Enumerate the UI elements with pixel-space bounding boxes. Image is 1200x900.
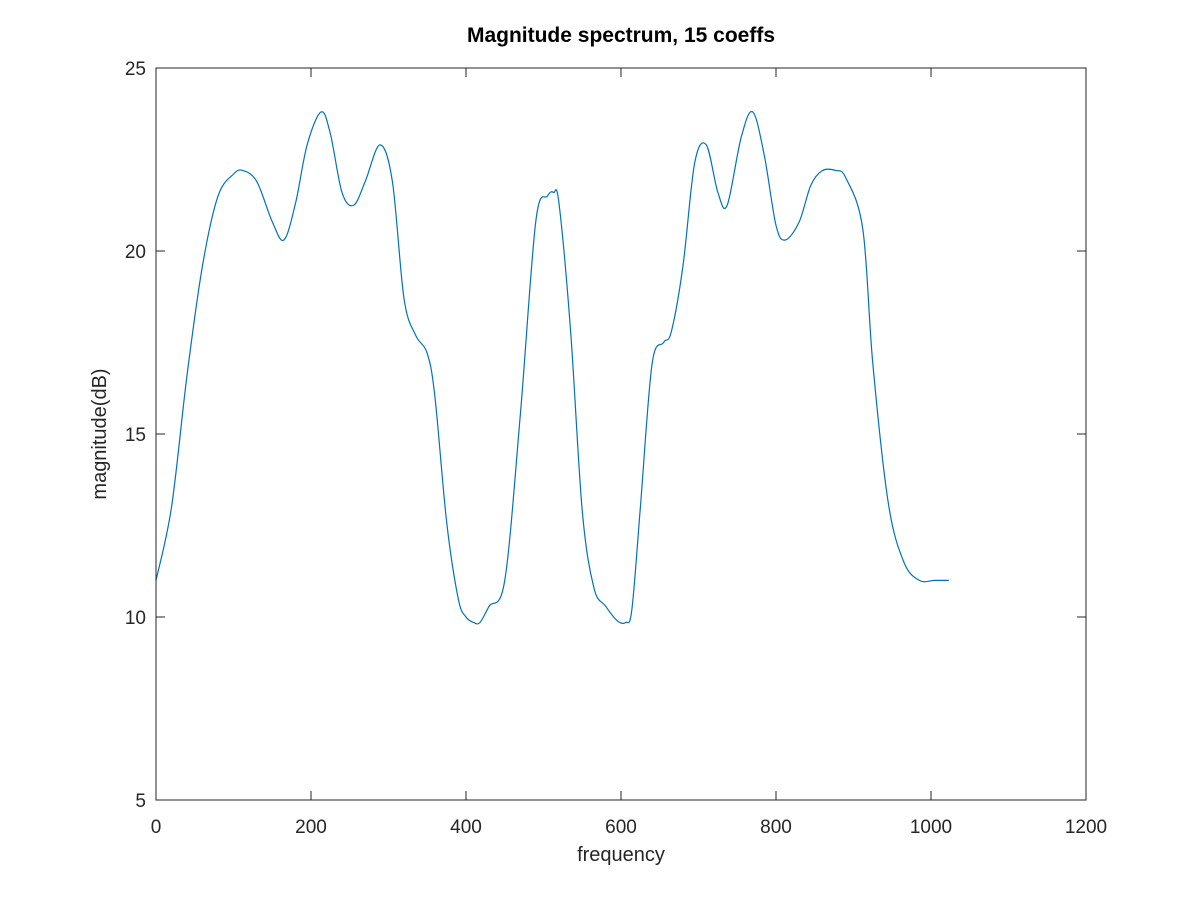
y-tick-label: 15 <box>125 425 146 446</box>
chart-title: Magnitude spectrum, 15 coeffs <box>467 24 775 47</box>
axes-box <box>155 67 1087 801</box>
y-tick-label: 20 <box>125 242 146 263</box>
x-tick-label: 400 <box>450 817 482 838</box>
x-tick-label: 0 <box>151 817 162 838</box>
y-axis-label: magnitude(dB) <box>89 368 111 499</box>
series-line-0 <box>155 110 949 625</box>
y-tick-label: 5 <box>135 791 146 812</box>
x-tick-label: 200 <box>295 817 327 838</box>
x-tick-label: 1000 <box>910 817 952 838</box>
x-axis-label: frequency <box>577 844 665 866</box>
axis-ticks <box>155 67 1087 801</box>
y-tick-label: 25 <box>125 59 146 80</box>
x-tick-label: 600 <box>605 817 637 838</box>
x-tick-label: 1200 <box>1065 817 1107 838</box>
axis-tick-labels: 0 200 400 600 800 1000 1200 5 10 15 20 25 <box>125 59 1107 838</box>
x-tick-label: 800 <box>760 817 792 838</box>
plot-area <box>155 67 1087 801</box>
y-tick-label: 10 <box>125 608 146 629</box>
